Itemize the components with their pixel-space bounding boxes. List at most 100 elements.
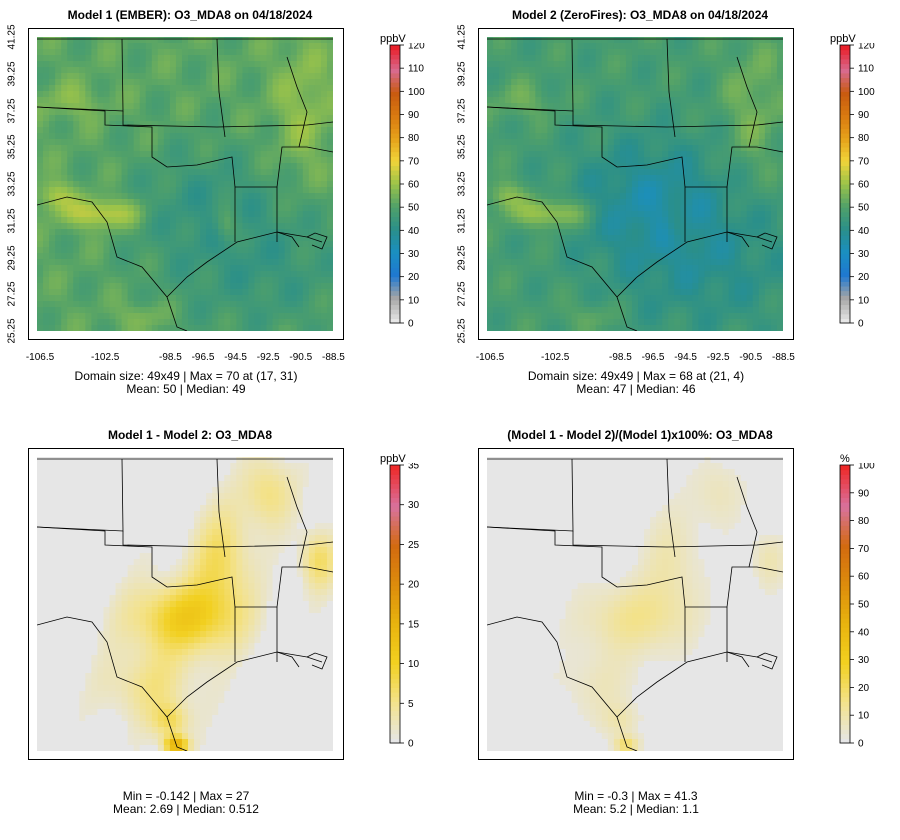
heatmap-cell: [266, 115, 274, 122]
heatmap-cell: [200, 127, 207, 134]
heatmap-cell: [145, 199, 153, 206]
heatmap-cell: [529, 163, 536, 170]
heatmap-cell: [145, 301, 153, 308]
heatmap-cell: [644, 43, 651, 50]
heatmap-cell: [296, 43, 304, 50]
heatmap-cell: [260, 319, 268, 326]
heatmap-cell: [115, 283, 123, 290]
heatmap-cell: [529, 97, 536, 104]
heatmap-cell: [746, 211, 754, 218]
heatmap-cell: [692, 307, 700, 314]
heatmap-cell: [103, 289, 111, 296]
heatmap-cell: [638, 115, 645, 122]
heatmap-cell: [565, 91, 573, 98]
heatmap-cell: [308, 103, 316, 110]
heatmap-cell: [728, 193, 736, 200]
heatmap-cell: [278, 325, 286, 331]
heatmap-cell: [290, 169, 298, 176]
heatmap-cell: [710, 157, 718, 164]
heatmap-cell: [650, 277, 657, 284]
heatmap-cell: [230, 175, 237, 182]
heatmap-cell: [517, 139, 524, 146]
heatmap-cell: [266, 139, 274, 146]
heatmap-cell: [541, 289, 549, 296]
heatmap-cell: [722, 91, 730, 98]
heatmap-cell: [133, 97, 141, 104]
heatmap-cell: [656, 199, 663, 206]
heatmap-cell: [511, 37, 518, 44]
heatmap-cell: [242, 169, 250, 176]
heatmap-cell: [248, 283, 256, 290]
heatmap-cell: [260, 265, 268, 272]
heatmap-cell: [607, 139, 615, 146]
heatmap-cell: [109, 271, 117, 278]
heatmap-cell: [571, 319, 579, 326]
heatmap-cell: [535, 301, 542, 308]
heatmap-cell: [175, 37, 183, 44]
heatmap-cell: [103, 187, 111, 194]
heatmap-cell: [595, 151, 603, 158]
heatmap-cell: [764, 193, 772, 200]
heatmap-cell: [121, 139, 129, 146]
heatmap-cell: [559, 241, 567, 248]
heatmap-cell: [115, 205, 123, 212]
heatmap-cell: [601, 253, 609, 260]
heatmap-cell: [680, 175, 687, 182]
heatmap-cell: [157, 193, 165, 200]
heatmap-cell: [121, 133, 129, 140]
heatmap-cell: [770, 313, 778, 320]
heatmap-cell: [91, 67, 99, 74]
heatmap-cell: [607, 157, 615, 164]
heatmap-cell: [139, 325, 147, 331]
heatmap-cell: [704, 259, 712, 266]
heatmap-cell: [728, 109, 736, 116]
heatmap-cell: [710, 289, 718, 296]
heatmap-cell: [175, 295, 183, 302]
heatmap-cell: [242, 235, 250, 242]
heatmap-cell: [680, 187, 687, 194]
heatmap-cell: [133, 115, 141, 122]
heatmap-cell: [625, 247, 633, 254]
heatmap-cell: [133, 205, 141, 212]
heatmap-cell: [692, 163, 700, 170]
colorbar-swatch: [390, 216, 400, 222]
heatmap-cell: [523, 139, 530, 146]
heatmap-cell: [175, 103, 183, 110]
heatmap-cell: [529, 265, 536, 272]
heatmap-cell: [535, 187, 542, 194]
heatmap-cell: [740, 121, 748, 128]
heatmap-cell: [230, 49, 237, 56]
heatmap-cell: [613, 193, 621, 200]
heatmap-cell: [91, 229, 99, 236]
heatmap-cell: [157, 283, 165, 290]
heatmap-cell: [109, 199, 117, 206]
heatmap-cell: [61, 55, 68, 62]
heatmap-cell: [517, 145, 524, 152]
colorbar-swatch: [390, 128, 400, 134]
colorbar-swatch: [390, 45, 400, 51]
heatmap-cell: [559, 43, 567, 50]
heatmap-cell: [776, 205, 783, 212]
heatmap-cell: [680, 121, 687, 128]
state-border: [122, 111, 333, 128]
heatmap-cell: [163, 115, 171, 122]
heatmap-cell: [320, 109, 328, 116]
heatmap-cell: [770, 319, 778, 326]
heatmap-cell: [73, 301, 80, 308]
heatmap-cell: [517, 235, 524, 242]
heatmap-cell: [553, 163, 561, 170]
heatmap-cell: [49, 145, 56, 152]
heatmap-cell: [638, 37, 645, 44]
heatmap-cell: [776, 193, 783, 200]
heatmap-cell: [127, 253, 135, 260]
heatmap-cell: [601, 175, 609, 182]
heatmap-cell: [517, 109, 524, 116]
heatmap-cell: [698, 295, 706, 302]
heatmap-cell: [565, 55, 573, 62]
stats-line-2: Mean: 50 | Median: 49: [126, 382, 246, 396]
heatmap-cell: [547, 49, 555, 56]
heatmap-cell: [230, 121, 237, 128]
heatmap-cell: [722, 289, 730, 296]
lat-tick-label: 39.25: [456, 61, 468, 87]
heatmap-cell: [601, 205, 609, 212]
